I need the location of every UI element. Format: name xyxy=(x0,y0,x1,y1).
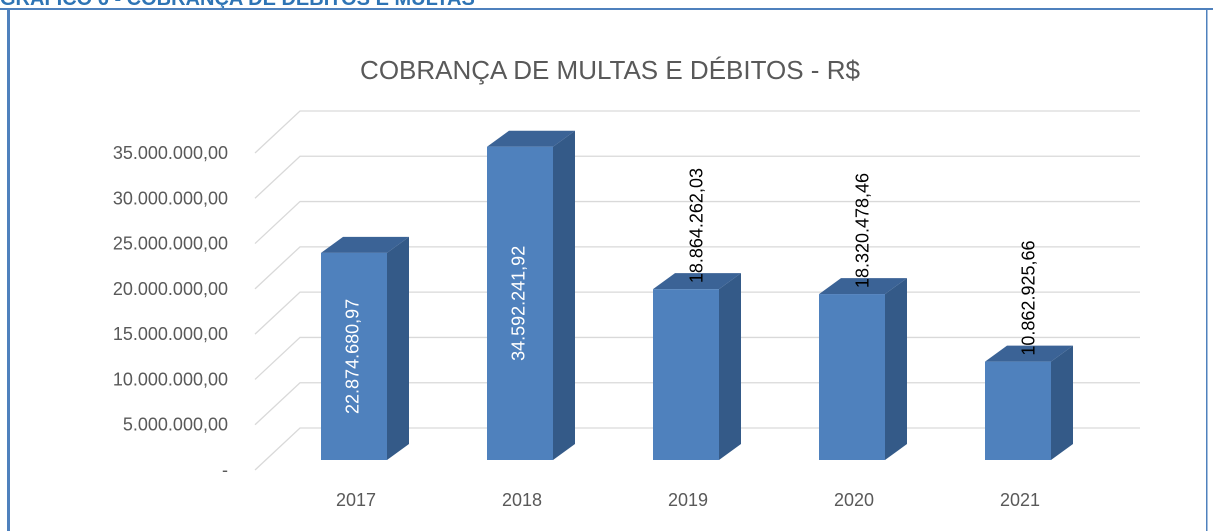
x-tick-label: 2019 xyxy=(668,490,708,510)
y-tick-label: 15.000.000,00 xyxy=(113,324,228,344)
grid-line xyxy=(254,200,1140,245)
bar-side xyxy=(1051,345,1073,460)
value-label: 18.864.262,03 xyxy=(687,168,707,283)
bar-top xyxy=(985,345,1073,362)
frame-left xyxy=(7,8,10,531)
y-tick-label: - xyxy=(222,460,228,480)
bar xyxy=(985,361,1051,460)
y-tick-label: 5.000.000,00 xyxy=(123,415,228,435)
x-tick-label: 2017 xyxy=(336,490,376,510)
grid-line xyxy=(254,246,1140,290)
x-tick-label: 2018 xyxy=(502,490,542,510)
bar-side xyxy=(553,130,575,461)
bar-side xyxy=(885,278,907,460)
x-tick-label: 2020 xyxy=(834,490,874,510)
bar xyxy=(819,294,885,460)
heading: GRÁFICO 6 - COBRANÇA DE DÉBITOS E MULTAS xyxy=(0,0,475,10)
value-label: 18.320.478,46 xyxy=(853,173,873,288)
y-tick-label: 30.000.000,00 xyxy=(113,188,228,208)
y-tick-label: 10.000.000,00 xyxy=(113,369,228,389)
value-label: 22.874.680,97 xyxy=(343,299,363,414)
bar xyxy=(321,252,387,460)
frame-right xyxy=(1206,8,1208,531)
value-label: 34.592.241,92 xyxy=(509,246,529,361)
bar-top xyxy=(321,236,409,253)
bar xyxy=(487,146,553,461)
bar-top xyxy=(653,273,741,290)
bar xyxy=(653,289,719,460)
x-tick-label: 2021 xyxy=(1000,490,1040,510)
grid-line xyxy=(254,155,1140,199)
value-label: 10.862.925,66 xyxy=(1019,240,1039,355)
bar-side xyxy=(387,236,409,460)
y-tick-label: 25.000.000,00 xyxy=(113,234,228,254)
bar-top xyxy=(487,130,575,147)
y-tick-label: 20.000.000,00 xyxy=(113,279,228,299)
bar-side xyxy=(719,273,741,460)
chart-title: COBRANÇA DE MULTAS E DÉBITOS - R$ xyxy=(360,55,860,85)
frame-top xyxy=(0,8,1213,10)
bar-top xyxy=(819,278,907,295)
y-tick-label: 35.000.000,00 xyxy=(113,143,228,163)
grid-line xyxy=(254,110,1140,154)
